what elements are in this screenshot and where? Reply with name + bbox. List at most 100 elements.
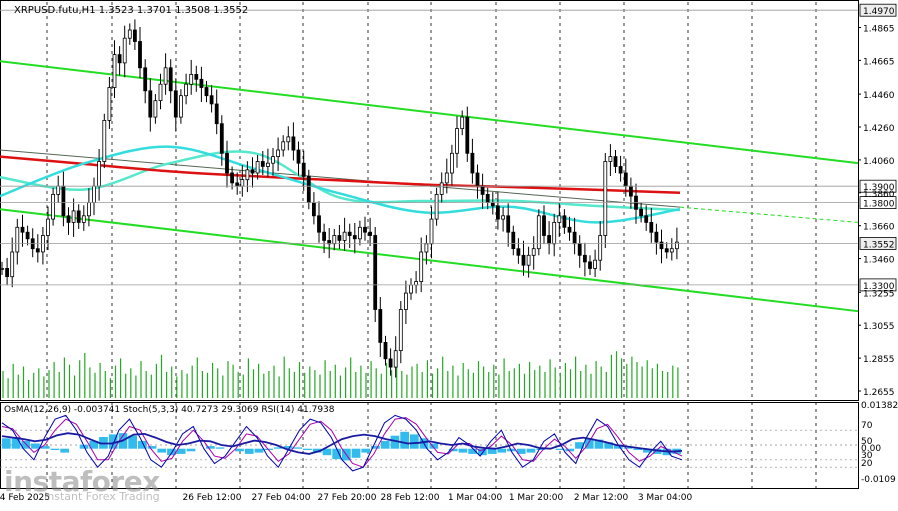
candle-body <box>363 226 367 233</box>
price-level-box <box>859 278 897 292</box>
candle-body <box>163 67 168 85</box>
osma-histogram-bar <box>138 440 147 449</box>
osma-histogram-bar <box>458 448 468 453</box>
oscillator-axis-label: -0.0109 <box>861 475 896 485</box>
osma-histogram-bar <box>516 448 526 454</box>
stochastic-signal-line <box>1 417 683 468</box>
osma-histogram-bar <box>60 448 69 453</box>
candle-body <box>276 149 281 157</box>
osma-histogram-bar <box>128 435 137 449</box>
candle-body <box>659 241 664 250</box>
middle-trend-extension <box>679 206 859 223</box>
osma-histogram-bar <box>312 448 322 453</box>
price-tick-label: 1.3460 <box>863 256 895 266</box>
osma-histogram-bar <box>215 447 225 449</box>
candle-body <box>35 248 40 253</box>
osma-histogram-bar <box>604 442 613 449</box>
osma-histogram-bar <box>555 448 565 450</box>
candle-body <box>81 215 86 223</box>
candle-body <box>46 218 50 236</box>
candle-body <box>639 208 643 217</box>
rsi-line <box>1 432 683 455</box>
candle-body <box>158 83 163 101</box>
candle-body <box>117 54 122 64</box>
candle-body <box>235 182 240 187</box>
candle-body <box>311 202 316 217</box>
candle-body <box>209 95 214 105</box>
osma-histogram-bar <box>507 448 516 452</box>
price-level-label: 1.3300 <box>863 282 895 292</box>
osma-histogram-bar <box>176 448 186 454</box>
candle-body <box>286 136 291 143</box>
time-tick-label: 27 Feb 20:00 <box>317 493 376 503</box>
osma-histogram-bar <box>584 438 594 449</box>
candle-body <box>189 74 194 85</box>
candle-body <box>347 231 352 236</box>
candle-body <box>567 226 572 233</box>
candle-body <box>449 152 454 174</box>
oscillator-axis-label: 50 <box>861 437 873 447</box>
price-level-label: 1.3900 <box>863 183 895 193</box>
time-tick-label: 1 Mar 04:00 <box>448 493 503 503</box>
price-tick-label: 1.4060 <box>863 157 895 167</box>
candle-body <box>296 149 301 164</box>
candle-body <box>460 116 465 129</box>
candle-body <box>485 193 490 203</box>
candle-body <box>378 309 383 343</box>
osma-histogram-bar <box>565 448 575 452</box>
candle-body <box>301 162 306 177</box>
candle-body <box>429 218 434 245</box>
osma-histogram-bar <box>89 440 99 449</box>
osma-histogram-bar <box>623 447 633 449</box>
candle-body <box>71 210 76 223</box>
candle-body <box>414 281 419 286</box>
candle-body <box>20 226 25 233</box>
candle-body <box>419 251 424 283</box>
candle-body <box>623 172 628 187</box>
osma-histogram-bar <box>526 448 536 453</box>
candle-body <box>398 309 403 351</box>
candle-body <box>219 123 224 154</box>
candle-body <box>281 141 286 151</box>
candle-body <box>373 235 378 310</box>
candle-body <box>490 202 495 207</box>
candle-body <box>291 136 296 151</box>
osma-histogram-bar <box>487 448 497 454</box>
price-tick-label: 1.3055 <box>863 322 895 332</box>
candle-body <box>87 202 91 217</box>
candle-body <box>480 185 485 195</box>
candle-body <box>357 226 362 240</box>
candle-body <box>184 83 189 97</box>
symbol-info-label: XRPUSD.futu,H1 1.3523 1.3701 1.3508 1.35… <box>14 5 248 16</box>
osma-histogram-bar <box>147 446 157 449</box>
candle-body <box>10 251 15 278</box>
osma-histogram-bar <box>448 448 458 452</box>
candle-body <box>265 162 270 167</box>
price-level-box <box>859 236 897 250</box>
candle-body <box>143 67 148 92</box>
osma-histogram-bar <box>614 444 623 449</box>
osma-histogram-bar <box>351 448 361 458</box>
candle-body <box>675 241 679 250</box>
candle-body <box>250 169 255 174</box>
candle-body <box>434 193 439 220</box>
candle-body <box>588 261 592 269</box>
lower-trend-line <box>0 208 859 313</box>
price-tick-label: 1.3860 <box>863 190 895 200</box>
candle-body <box>495 205 500 220</box>
osma-histogram-bar <box>254 448 264 453</box>
oscillator-info-label: OsMA(12,26,9) -0.003741 Stoch(5,3,3) 40.… <box>4 405 335 415</box>
candle-body <box>306 175 311 204</box>
candle-body <box>669 248 674 253</box>
oscillator-axis-label: 0.013822 <box>861 401 898 411</box>
candle-body <box>102 120 107 162</box>
candle-body <box>317 215 321 233</box>
moving-average-red <box>0 155 681 195</box>
oscillator-axis-label: 20 <box>861 459 873 469</box>
price-level-label: 1.3800 <box>863 200 895 210</box>
osma-histogram-bar <box>21 440 31 449</box>
candle-body <box>598 235 603 261</box>
middle-trend-line <box>0 149 681 208</box>
